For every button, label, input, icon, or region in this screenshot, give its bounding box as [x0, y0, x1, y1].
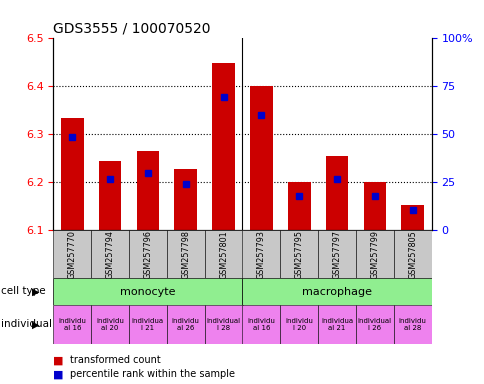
Bar — [242, 305, 280, 344]
Text: monocyte: monocyte — [120, 287, 175, 297]
Text: GSM257805: GSM257805 — [408, 230, 416, 279]
Text: GSM257797: GSM257797 — [332, 230, 341, 279]
Bar — [174, 169, 197, 230]
Text: individu
al 16: individu al 16 — [58, 318, 86, 331]
Bar — [166, 230, 204, 278]
Bar — [355, 230, 393, 278]
Bar — [393, 305, 431, 344]
Bar — [53, 230, 91, 278]
Bar — [204, 230, 242, 278]
Text: individu
al 20: individu al 20 — [96, 318, 124, 331]
Text: macrophage: macrophage — [302, 287, 371, 297]
Bar — [53, 278, 242, 305]
Text: individual
l 26: individual l 26 — [357, 318, 391, 331]
Bar — [363, 182, 385, 230]
Bar — [204, 305, 242, 344]
Text: GSM257770: GSM257770 — [68, 230, 76, 279]
Bar — [318, 230, 355, 278]
Text: GSM257794: GSM257794 — [106, 230, 114, 279]
Text: GSM257798: GSM257798 — [181, 230, 190, 279]
Bar — [91, 230, 129, 278]
Text: individu
al 26: individu al 26 — [171, 318, 199, 331]
Bar — [280, 305, 318, 344]
Text: cell type: cell type — [1, 286, 45, 296]
Text: individua
al 21: individua al 21 — [320, 318, 352, 331]
Text: percentile rank within the sample: percentile rank within the sample — [70, 369, 235, 379]
Text: ■: ■ — [53, 369, 64, 379]
Text: GSM257799: GSM257799 — [370, 230, 378, 279]
Bar — [393, 230, 431, 278]
Bar — [61, 118, 83, 230]
Text: GSM257795: GSM257795 — [294, 230, 303, 279]
Bar — [355, 305, 393, 344]
Bar — [91, 305, 129, 344]
Text: individual
l 28: individual l 28 — [206, 318, 240, 331]
Text: individu
al 16: individu al 16 — [247, 318, 275, 331]
Text: GSM257801: GSM257801 — [219, 230, 227, 279]
Text: GSM257796: GSM257796 — [143, 230, 152, 279]
Bar — [280, 230, 318, 278]
Bar — [53, 305, 91, 344]
Text: ▶: ▶ — [31, 287, 39, 297]
Text: transformed count: transformed count — [70, 355, 161, 365]
Bar — [318, 305, 355, 344]
Bar — [166, 305, 204, 344]
Bar — [401, 205, 423, 230]
Text: individu
al 28: individu al 28 — [398, 318, 426, 331]
Bar — [325, 156, 348, 230]
Bar — [129, 230, 166, 278]
Bar — [250, 86, 272, 230]
Text: individua
l 21: individua l 21 — [132, 318, 164, 331]
Text: individual: individual — [1, 319, 52, 329]
Bar — [242, 230, 280, 278]
Bar — [129, 305, 166, 344]
Text: GDS3555 / 100070520: GDS3555 / 100070520 — [53, 22, 211, 36]
Bar — [99, 161, 121, 230]
Text: GSM257793: GSM257793 — [257, 230, 265, 279]
Bar — [242, 278, 431, 305]
Bar — [136, 151, 159, 230]
Bar — [287, 182, 310, 230]
Text: ■: ■ — [53, 355, 64, 365]
Text: ▶: ▶ — [31, 320, 39, 330]
Bar — [212, 63, 234, 230]
Text: individu
l 20: individu l 20 — [285, 318, 313, 331]
